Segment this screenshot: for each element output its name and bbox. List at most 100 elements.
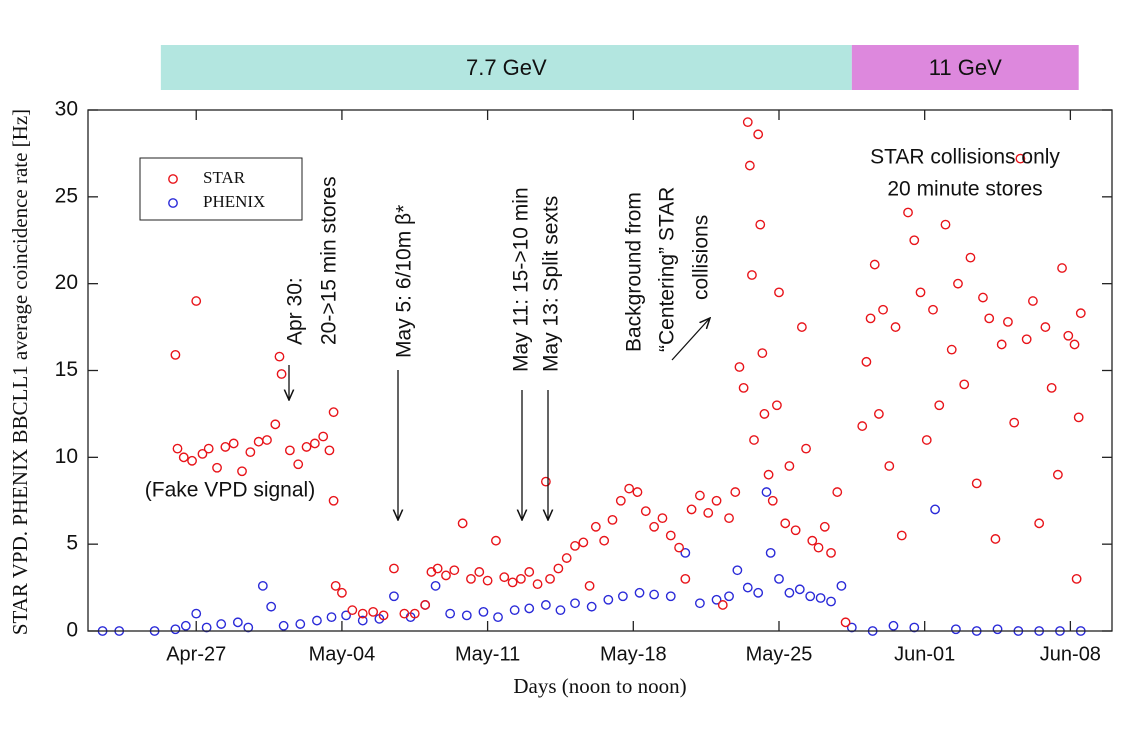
data-point: [896, 530, 907, 541]
data-point: [1063, 330, 1074, 341]
data-point: [836, 580, 847, 591]
data-point: [445, 608, 456, 619]
data-point: [441, 570, 451, 581]
data-point: [262, 435, 272, 445]
data-point: [1028, 296, 1038, 306]
data-point: [532, 579, 543, 590]
data-point: [524, 603, 535, 614]
annotation: 20->15 min stores: [318, 176, 341, 345]
data-point: [649, 589, 660, 600]
data-point: [780, 518, 791, 529]
data-point: [940, 219, 951, 230]
data-point: [474, 567, 485, 577]
data-point: [1052, 469, 1063, 480]
data-point: [632, 487, 643, 497]
legend: STAR PHENIX: [139, 157, 303, 221]
data-point: [965, 252, 976, 263]
data-point: [928, 304, 938, 315]
data-point: [540, 600, 551, 610]
y-tick-label: 30: [55, 98, 78, 121]
data-point: [389, 591, 399, 602]
data-point: [191, 608, 202, 619]
data-point: [274, 351, 285, 362]
data-point: [617, 591, 628, 602]
data-point: [430, 580, 441, 591]
data-point: [951, 624, 961, 635]
data-point: [389, 563, 399, 574]
data-point: [840, 617, 851, 628]
data-point: [826, 596, 836, 607]
annotation: “Centering” STAR: [656, 187, 679, 352]
x-axis-label: Days (noon to noon): [513, 674, 686, 698]
data-point: [409, 608, 420, 619]
data-point: [578, 537, 589, 548]
data-point: [284, 445, 295, 456]
data-point: [903, 207, 913, 218]
data-point: [1034, 518, 1045, 529]
data-point: [295, 619, 306, 629]
legend-box: [139, 157, 303, 221]
data-point: [757, 348, 768, 359]
data-point: [732, 565, 743, 576]
data-point: [466, 574, 476, 584]
data-point: [846, 622, 857, 633]
data-point: [516, 574, 526, 584]
data-point: [243, 622, 254, 633]
data-point: [499, 572, 510, 583]
data-point: [172, 443, 183, 454]
data-point: [865, 313, 876, 324]
data-point: [257, 580, 268, 591]
annotation: May 11: 15->10 min: [510, 187, 533, 372]
y-tick-label: 5: [66, 532, 78, 555]
data-point: [765, 547, 776, 558]
data-point: [742, 117, 753, 128]
energy-band-label: 11 GeV: [929, 55, 1002, 80]
data-point: [301, 442, 312, 452]
data-point: [657, 513, 668, 524]
data-point: [772, 400, 782, 411]
plot-frame: [87, 109, 1113, 632]
x-tick-label: Apr-27: [166, 643, 226, 665]
data-point: [232, 617, 243, 628]
data-point: [1040, 322, 1051, 332]
data-point: [796, 322, 807, 332]
data-point: [170, 624, 181, 635]
arrow: [671, 318, 710, 361]
data-point: [540, 476, 551, 487]
data-point: [1073, 412, 1084, 423]
data-point: [341, 610, 351, 621]
data-point: [738, 382, 749, 393]
data-point: [328, 407, 339, 418]
data-point: [634, 587, 645, 598]
data-point: [695, 490, 705, 501]
legend-label: STAR: [203, 168, 246, 187]
data-point: [747, 270, 757, 280]
data-point: [873, 409, 884, 419]
data-point: [734, 362, 745, 372]
data-point: [309, 438, 320, 449]
data-point: [819, 521, 830, 532]
data-point: [178, 452, 189, 463]
x-tick-label: May-25: [746, 643, 813, 665]
data-point: [191, 296, 202, 306]
data-point: [774, 574, 784, 584]
data-point: [357, 608, 368, 619]
data-point: [815, 593, 826, 603]
data-point: [420, 600, 431, 610]
data-point: [767, 495, 778, 506]
data-point: [680, 547, 691, 558]
data-point: [784, 587, 795, 598]
data-point: [270, 419, 281, 430]
data-point: [665, 591, 676, 602]
annotation-arrows: [289, 318, 710, 520]
data-point: [680, 574, 691, 584]
data-point: [561, 553, 572, 563]
energy-band-label: 7.7 GeV: [466, 55, 547, 80]
data-point: [971, 478, 982, 489]
data-point: [478, 606, 489, 617]
data-point: [524, 567, 535, 577]
data-point: [959, 379, 970, 390]
data-point: [878, 304, 888, 315]
data-point: [170, 349, 181, 360]
